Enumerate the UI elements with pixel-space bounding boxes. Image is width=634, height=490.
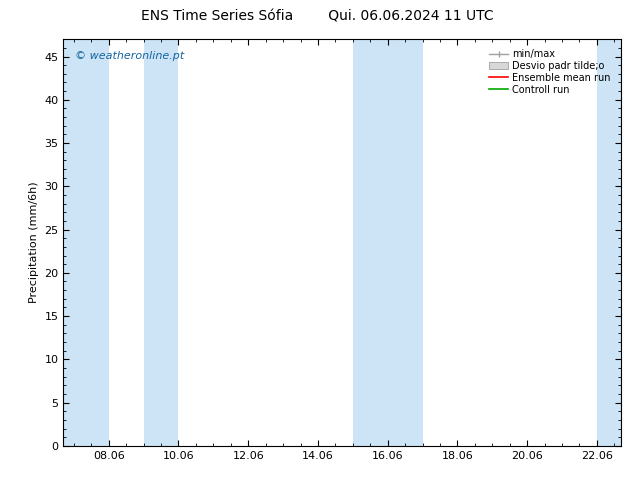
Text: ENS Time Series Sófia        Qui. 06.06.2024 11 UTC: ENS Time Series Sófia Qui. 06.06.2024 11… xyxy=(141,10,493,24)
Bar xyxy=(63,39,109,446)
Bar xyxy=(597,39,621,446)
Y-axis label: Precipitation (mm/6h): Precipitation (mm/6h) xyxy=(29,182,39,303)
Legend: min/max, Desvio padr tilde;o, Ensemble mean run, Controll run: min/max, Desvio padr tilde;o, Ensemble m… xyxy=(486,46,614,98)
Bar xyxy=(353,39,422,446)
Bar xyxy=(143,39,179,446)
Text: © weatheronline.pt: © weatheronline.pt xyxy=(75,51,184,61)
